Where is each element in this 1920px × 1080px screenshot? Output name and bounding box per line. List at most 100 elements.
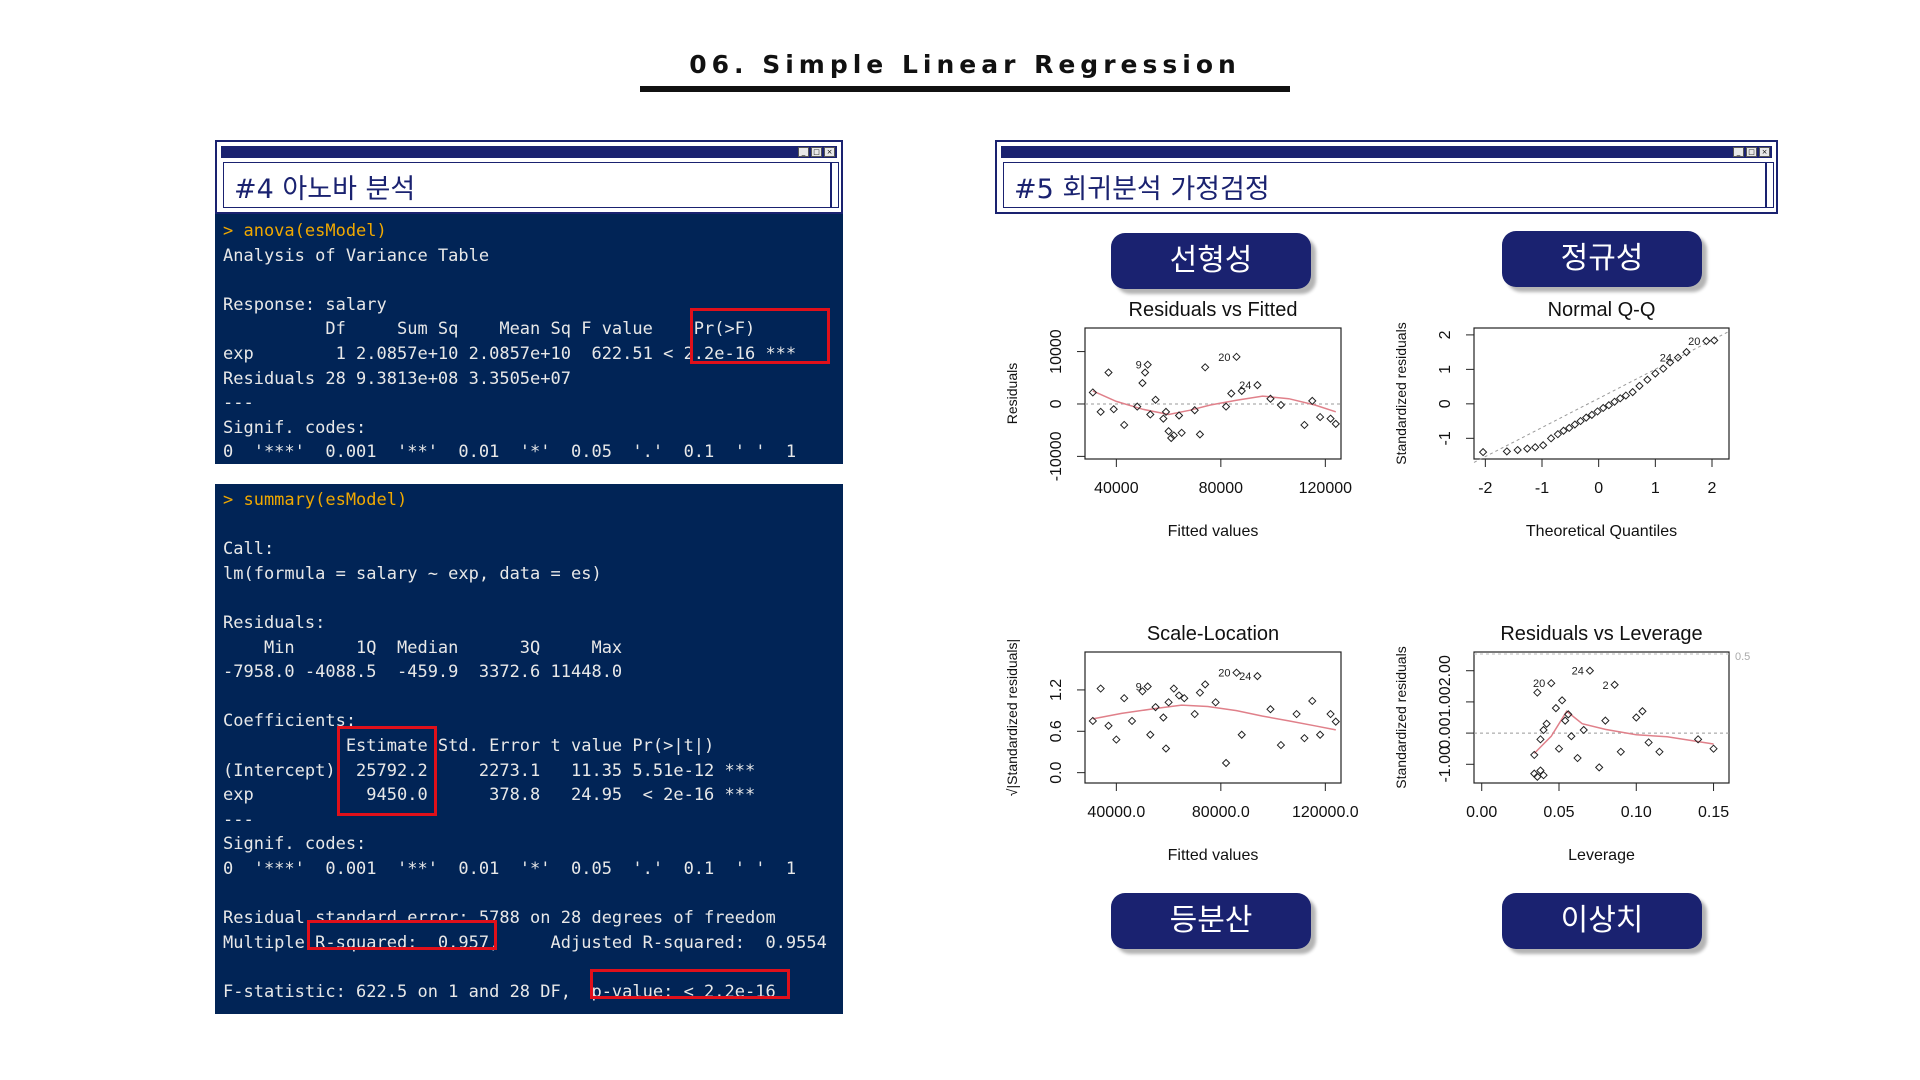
page-title: 06. Simple Linear Regression — [689, 50, 1241, 79]
linearity-label: 선형성 — [1111, 233, 1311, 289]
console-line: > summary(esModel) — [223, 490, 408, 510]
data-point — [1159, 713, 1168, 722]
data-point — [1253, 671, 1262, 681]
x-tick-label: 80000.0 — [1192, 804, 1250, 821]
smooth-line — [1092, 390, 1337, 416]
y-axis-label: Residuals — [1004, 363, 1020, 424]
data-point — [1615, 394, 1625, 403]
console-line: Call: — [223, 539, 275, 560]
data-point — [1573, 753, 1582, 763]
minimize-icon[interactable]: _ — [1733, 147, 1744, 157]
data-point — [1621, 391, 1631, 400]
close-icon[interactable]: × — [1759, 147, 1770, 157]
plot-frame — [1084, 327, 1342, 460]
y-tick-label: 10000 — [1048, 329, 1065, 374]
data-point — [1266, 394, 1275, 403]
data-point — [1693, 735, 1703, 744]
data-point — [1536, 735, 1545, 744]
data-point — [1159, 414, 1168, 423]
y-tick-label: -1 — [1437, 431, 1454, 445]
data-point — [1237, 730, 1246, 739]
data-point — [1276, 400, 1286, 410]
anova-console: > anova(esModel) Analysis of Variance Tab… — [215, 214, 843, 464]
data-point — [1570, 420, 1580, 429]
data-point — [1195, 688, 1205, 697]
data-point — [1673, 353, 1683, 362]
data-point — [1632, 713, 1641, 722]
data-point — [1564, 423, 1574, 433]
data-point — [1096, 407, 1105, 417]
data-point — [1300, 420, 1309, 430]
x-tick-label: 0.10 — [1621, 804, 1652, 821]
data-point — [1326, 709, 1335, 719]
point-annotation: 20 — [1533, 678, 1545, 690]
console-line: Df Sum Sq Mean Sq F value Pr(>F) — [223, 319, 756, 340]
x-tick-label: 0.05 — [1543, 804, 1574, 821]
data-point — [1227, 389, 1236, 398]
data-point — [1538, 441, 1548, 450]
data-point — [1088, 716, 1098, 726]
x-axis-label: Fitted values — [1168, 523, 1259, 540]
point-annotation: 24 — [1239, 380, 1251, 392]
data-point — [1221, 758, 1231, 768]
plot-1: Normal Q-Q Theoretical Quantiles Standardi… — [1393, 299, 1730, 540]
data-point — [1560, 716, 1570, 725]
data-point — [1710, 336, 1719, 345]
point-annotation: 2 — [1603, 680, 1609, 692]
console-line: --- — [223, 809, 254, 830]
console-line: Residual standard error: 5788 on 28 degr… — [223, 908, 776, 929]
maximize-icon[interactable]: □ — [1746, 147, 1757, 157]
console-line: Coefficients: — [223, 711, 357, 732]
point-annotation: 9 — [1136, 681, 1142, 693]
plot-title: Normal Q-Q — [1548, 299, 1656, 321]
data-point — [1478, 447, 1488, 457]
console-line: lm(formula = salary ~ exp, data = es) — [223, 563, 602, 584]
data-point — [1169, 684, 1179, 693]
y-tick-label: -1.00 — [1437, 746, 1454, 783]
x-tick-label: 1 — [1651, 480, 1660, 497]
point-annotation: 24 — [1572, 666, 1584, 678]
plot-2: Scale-Location Fitted values √|Standardize… — [1004, 623, 1359, 864]
data-point — [1169, 431, 1179, 440]
qq-reference-line — [1473, 331, 1730, 463]
data-point — [1593, 407, 1602, 416]
data-point — [1166, 433, 1176, 443]
data-point — [1539, 725, 1548, 735]
smooth-line — [1533, 710, 1714, 754]
data-point — [1104, 368, 1113, 377]
data-point — [1546, 434, 1556, 443]
console-line: Residuals 28 9.3813e+08 3.3505e+07 — [223, 368, 571, 389]
data-point — [1177, 428, 1186, 438]
data-point — [1564, 710, 1573, 719]
x-tick-label: 120000.0 — [1292, 804, 1359, 821]
data-point — [1109, 405, 1118, 414]
scrollbar[interactable] — [831, 162, 839, 208]
data-point — [1604, 401, 1614, 410]
console-line: (Intercept) 25792.2 2273.1 11.35 5.51e-1… — [223, 760, 756, 781]
data-point — [1232, 668, 1241, 677]
y-tick-label: 0.00 — [1437, 717, 1454, 748]
data-point — [1581, 413, 1591, 422]
x-tick-label: 0.00 — [1466, 804, 1497, 821]
y-tick-label: 2.00 — [1437, 655, 1454, 686]
data-point — [1180, 693, 1189, 703]
minimize-icon[interactable]: _ — [798, 147, 809, 157]
data-point — [1161, 407, 1171, 417]
data-point — [1616, 747, 1626, 757]
data-point — [1119, 693, 1129, 703]
x-tick-label: -1 — [1535, 480, 1549, 497]
data-point — [1638, 707, 1647, 716]
scrollbar[interactable] — [1766, 162, 1774, 208]
plot-title: Scale-Location — [1147, 623, 1279, 645]
close-icon[interactable]: × — [824, 147, 835, 157]
data-point — [1530, 443, 1540, 452]
title-underline — [640, 86, 1290, 92]
data-point — [1559, 426, 1568, 435]
data-point — [1567, 732, 1576, 741]
x-axis-label: Theoretical Quantiles — [1526, 523, 1677, 540]
data-point — [1190, 709, 1199, 719]
data-point — [1682, 347, 1691, 357]
maximize-icon[interactable]: □ — [811, 147, 822, 157]
point-annotation: 24 — [1239, 671, 1251, 683]
plot-title: Residuals vs Fitted — [1129, 299, 1298, 321]
